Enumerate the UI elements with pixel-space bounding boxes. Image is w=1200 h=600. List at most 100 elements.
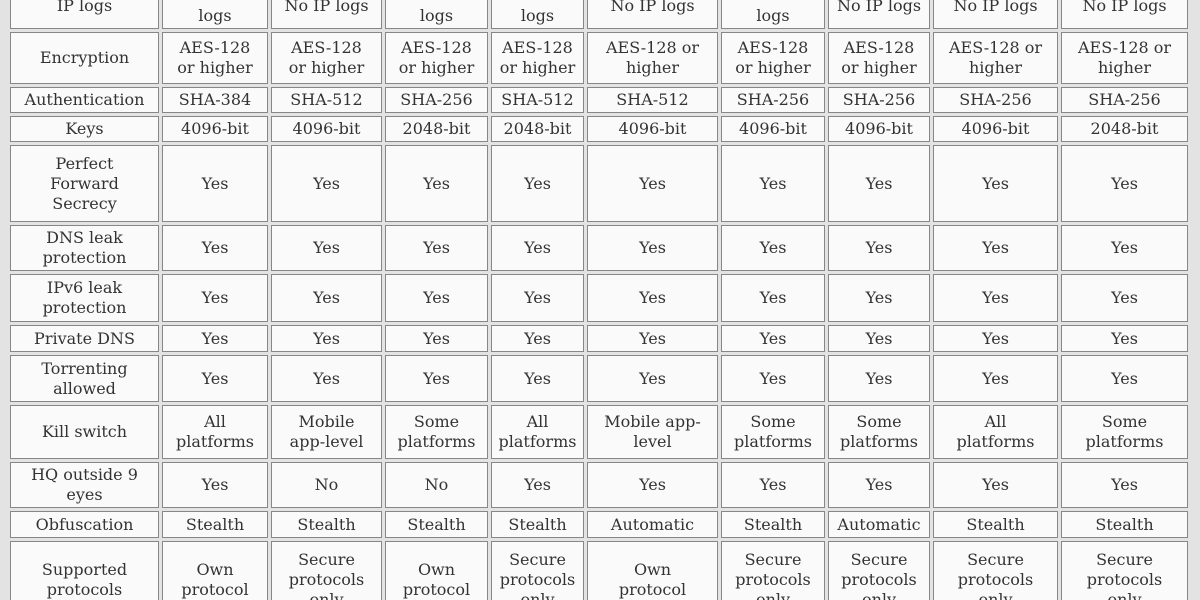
value-cell: SHA-256 (1061, 87, 1188, 113)
value-cell: Yes (385, 355, 488, 402)
value-cell: Yes (587, 462, 718, 508)
value-cell: AES-128 or higher (587, 32, 718, 84)
row-label-cell: Supported protocols (10, 541, 159, 600)
value-cell: Some platforms (385, 405, 488, 459)
value-cell: Yes (1061, 274, 1188, 322)
value-cell: Yes (1061, 462, 1188, 508)
value-cell: Yes (828, 325, 930, 352)
value-cell: SHA-512 (271, 87, 382, 113)
value-cell: Yes (587, 225, 718, 271)
value-cell: 4096-bit (721, 116, 825, 142)
value-cell: Yes (491, 225, 584, 271)
row-label-cell: Kill switch (10, 405, 159, 459)
value-cell: Stealth (385, 511, 488, 538)
value-cell: Yes (385, 325, 488, 352)
value-cell: logs (721, 0, 825, 29)
row-label-cell: IP logs (10, 0, 159, 29)
value-cell: SHA-256 (828, 87, 930, 113)
value-cell: SHA-256 (385, 87, 488, 113)
vpn-comparison-table: IP logs logs No IP logs logs logs No IP lo… (7, 0, 1191, 600)
value-cell: All platforms (162, 405, 268, 459)
value-cell: Yes (721, 225, 825, 271)
value-cell: Yes (587, 355, 718, 402)
value-cell: Yes (721, 355, 825, 402)
value-cell: 4096-bit (271, 116, 382, 142)
value-cell: No IP logs (587, 0, 718, 29)
value-cell: Secure protocols only (933, 541, 1058, 600)
value-cell: Mobile app- level (587, 405, 718, 459)
value-cell: logs (491, 0, 584, 29)
value-cell: Yes (162, 274, 268, 322)
table-row: HQ outside 9 eyes Yes No No Yes Yes Yes Yes Yes Y… (10, 462, 1188, 508)
value-cell: Yes (828, 145, 930, 222)
value-cell: Stealth (721, 511, 825, 538)
value-cell: SHA-512 (491, 87, 584, 113)
row-label-cell: Perfect Forward Secrecy (10, 145, 159, 222)
table-row: Torrenting allowed Yes Yes Yes Yes Yes Yes Yes Y… (10, 355, 1188, 402)
value-cell: Yes (1061, 325, 1188, 352)
value-cell: Yes (933, 462, 1058, 508)
value-cell: Some platforms (828, 405, 930, 459)
value-cell: Yes (385, 145, 488, 222)
value-cell: Yes (587, 325, 718, 352)
value-cell: SHA-256 (933, 87, 1058, 113)
value-cell: Stealth (1061, 511, 1188, 538)
value-cell: AES-128 or higher (933, 32, 1058, 84)
value-cell: Yes (828, 274, 930, 322)
value-cell: 4096-bit (933, 116, 1058, 142)
value-cell: Yes (828, 225, 930, 271)
value-cell: AES-128 or higher (162, 32, 268, 84)
value-cell: Secure protocols only (828, 541, 930, 600)
value-cell: Yes (587, 145, 718, 222)
value-cell: Yes (491, 325, 584, 352)
value-cell: 4096-bit (587, 116, 718, 142)
table-row: DNS leak protection Yes Yes Yes Yes Yes Yes Yes… (10, 225, 1188, 271)
value-cell: Own protocol (385, 541, 488, 600)
value-cell: Yes (1061, 225, 1188, 271)
value-cell: Yes (271, 274, 382, 322)
value-cell: 4096-bit (828, 116, 930, 142)
value-cell: Yes (933, 225, 1058, 271)
value-cell: All platforms (933, 405, 1058, 459)
table-row: Perfect Forward Secrecy Yes Yes Yes Yes Yes Ye… (10, 145, 1188, 222)
value-cell: Yes (828, 462, 930, 508)
value-cell: AES-128 or higher (721, 32, 825, 84)
value-cell: Yes (1061, 145, 1188, 222)
value-cell: logs (385, 0, 488, 29)
value-cell: Yes (162, 145, 268, 222)
value-cell: Stealth (933, 511, 1058, 538)
value-cell: Secure protocols only (271, 541, 382, 600)
value-cell: AES-128 or higher (385, 32, 488, 84)
value-cell: No IP logs (1061, 0, 1188, 29)
value-cell: Yes (162, 325, 268, 352)
value-cell: Yes (162, 355, 268, 402)
value-cell: Yes (933, 355, 1058, 402)
value-cell: No IP logs (933, 0, 1058, 29)
value-cell: SHA-512 (587, 87, 718, 113)
row-label-cell: Private DNS (10, 325, 159, 352)
table-row: IP logs logs No IP logs logs logs No IP lo… (10, 0, 1188, 29)
value-cell: AES-128 or higher (271, 32, 382, 84)
value-cell: SHA-256 (721, 87, 825, 113)
table-row: Encryption AES-128 or higher AES-128 or hi… (10, 32, 1188, 84)
table-row: Supported protocols Own protocol Secure pr… (10, 541, 1188, 600)
value-cell: Yes (385, 274, 488, 322)
value-cell: Yes (271, 355, 382, 402)
value-cell: No (271, 462, 382, 508)
row-label-cell: HQ outside 9 eyes (10, 462, 159, 508)
value-cell: Yes (271, 325, 382, 352)
value-cell: Secure protocols only (721, 541, 825, 600)
value-cell: Own protocol (162, 541, 268, 600)
value-cell: 2048-bit (491, 116, 584, 142)
table-row: IPv6 leak protection Yes Yes Yes Yes Yes Yes Ye… (10, 274, 1188, 322)
value-cell: 4096-bit (162, 116, 268, 142)
value-cell: Yes (721, 325, 825, 352)
value-cell: Mobile app-level (271, 405, 382, 459)
value-cell: Yes (721, 145, 825, 222)
value-cell: Own protocol (587, 541, 718, 600)
value-cell: AES-128 or higher (491, 32, 584, 84)
value-cell: Yes (933, 325, 1058, 352)
value-cell: SHA-384 (162, 87, 268, 113)
value-cell: Yes (933, 274, 1058, 322)
value-cell: Secure protocols only (1061, 541, 1188, 600)
